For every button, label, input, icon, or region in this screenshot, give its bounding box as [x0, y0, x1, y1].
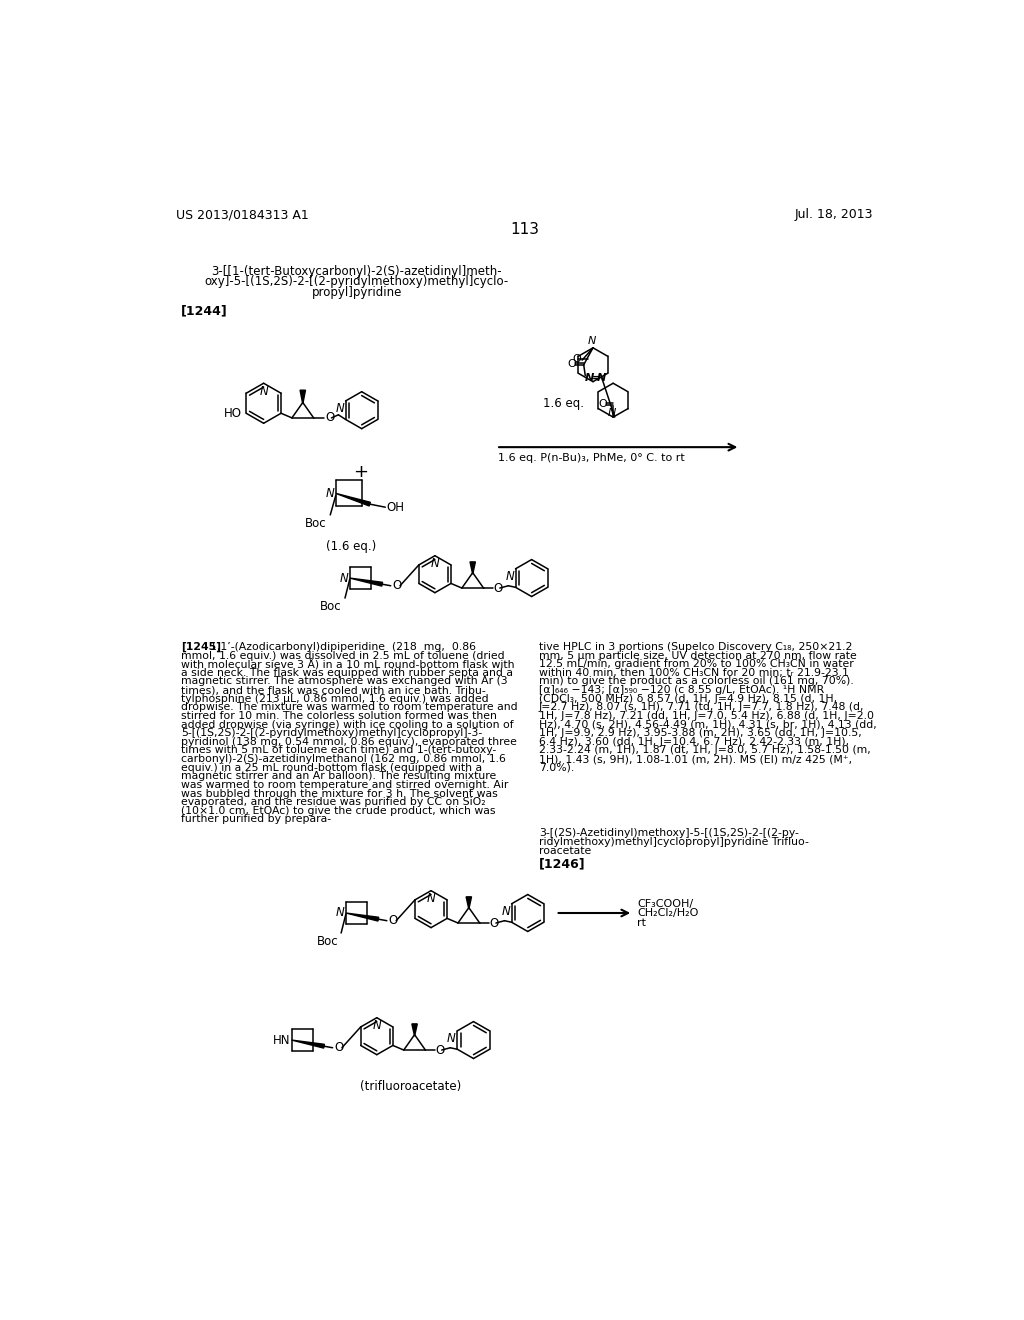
Text: 1H, J=7.8 Hz), 7.21 (dd, 1H, J=7.0, 5.4 Hz), 6.88 (d, 1H, J=2.0: 1H, J=7.8 Hz), 7.21 (dd, 1H, J=7.0, 5.4 …	[539, 711, 873, 721]
Text: [1245]: [1245]	[180, 642, 221, 652]
Text: CF₃COOH/: CF₃COOH/	[637, 899, 693, 909]
Text: mmol, 1.6 equiv.) was dissolved in 2.5 mL of toluene (dried: mmol, 1.6 equiv.) was dissolved in 2.5 m…	[180, 651, 505, 660]
Text: 1.6 eq.: 1.6 eq.	[543, 397, 584, 411]
Text: dropwise. The mixture was warmed to room temperature and: dropwise. The mixture was warmed to room…	[180, 702, 517, 713]
Text: 2.33-2.24 (m, 1H), 1.87 (dt, 1H, J=8.0, 5.7 Hz), 1.58-1.50 (m,: 2.33-2.24 (m, 1H), 1.87 (dt, 1H, J=8.0, …	[539, 746, 870, 755]
Text: N: N	[373, 1019, 381, 1032]
Text: (10×1.0 cm, EtOAc) to give the crude product, which was: (10×1.0 cm, EtOAc) to give the crude pro…	[180, 805, 496, 816]
Text: [1244]: [1244]	[180, 305, 227, 318]
Text: N: N	[607, 408, 615, 418]
Text: magnetic stirrer. The atmosphere was exchanged with Ar (3: magnetic stirrer. The atmosphere was exc…	[180, 676, 507, 686]
Text: O: O	[599, 399, 607, 409]
Text: CH₂Cl₂/H₂O: CH₂Cl₂/H₂O	[637, 908, 698, 919]
Text: mm, 5 μm particle size, UV detection at 270 nm, flow rate: mm, 5 μm particle size, UV detection at …	[539, 651, 856, 660]
Text: O: O	[489, 916, 499, 929]
Polygon shape	[300, 391, 305, 404]
Text: O: O	[388, 915, 397, 927]
Text: tylphosphine (213 μL, 0.86 mmol, 1.6 equiv.) was added: tylphosphine (213 μL, 0.86 mmol, 1.6 equ…	[180, 694, 488, 704]
Text: [α]₆₄₆ −143; [α]₅₉₀ −120 (c 8.55 g/L, EtOAc). ¹H NMR: [α]₆₄₆ −143; [α]₅₉₀ −120 (c 8.55 g/L, Et…	[539, 685, 824, 696]
Text: Boc: Boc	[305, 517, 327, 531]
Polygon shape	[346, 913, 379, 921]
Text: O: O	[572, 354, 581, 364]
Polygon shape	[336, 494, 371, 506]
Text: J=2.7 Hz), 8.07 (s, 1H), 7.71 (td, 1H, J=7.7, 1.8 Hz), 7.48 (d,: J=2.7 Hz), 8.07 (s, 1H), 7.71 (td, 1H, J…	[539, 702, 864, 713]
Text: N: N	[259, 385, 268, 397]
Text: N: N	[597, 372, 606, 383]
Polygon shape	[412, 1024, 418, 1036]
Text: N: N	[336, 907, 344, 920]
Text: 1H, J=9.9, 2.9 Hz), 3.95-3.88 (m, 2H), 3.65 (dd, 1H, J=10.5,: 1H, J=9.9, 2.9 Hz), 3.95-3.88 (m, 2H), 3…	[539, 729, 861, 738]
Text: =: =	[592, 372, 601, 383]
Text: (trifluoroacetate): (trifluoroacetate)	[360, 1080, 462, 1093]
Text: US 2013/0184313 A1: US 2013/0184313 A1	[176, 209, 309, 222]
Text: added dropwise (via syringe) with ice cooling to a solution of: added dropwise (via syringe) with ice co…	[180, 719, 513, 730]
Text: a side neck. The flask was equipped with rubber septa and a: a side neck. The flask was equipped with…	[180, 668, 513, 678]
Text: roacetate: roacetate	[539, 846, 591, 855]
Text: N: N	[502, 906, 510, 919]
Text: within 40 min, then 100% CH₃CN for 20 min; tᵣ 21.9-23.1: within 40 min, then 100% CH₃CN for 20 mi…	[539, 668, 849, 678]
Text: 113: 113	[510, 222, 540, 236]
Text: 3-[(2S)-Azetidinyl)methoxy]-5-[(1S,2S)-2-[(2-py-: 3-[(2S)-Azetidinyl)methoxy]-5-[(1S,2S)-2…	[539, 829, 799, 838]
Text: N: N	[430, 557, 439, 570]
Text: propyl]pyridine: propyl]pyridine	[311, 286, 401, 300]
Text: N: N	[587, 335, 596, 346]
Text: Jul. 18, 2013: Jul. 18, 2013	[795, 209, 873, 222]
Text: O: O	[567, 359, 577, 370]
Text: Hz), 4.70 (s, 2H), 4.56-4.49 (m, 1H), 4.31 (s, br, 1H), 4.13 (dd,: Hz), 4.70 (s, 2H), 4.56-4.49 (m, 1H), 4.…	[539, 719, 877, 730]
Text: O: O	[334, 1041, 343, 1055]
Text: was warmed to room temperature and stirred overnight. Air: was warmed to room temperature and stirr…	[180, 780, 508, 789]
Text: N: N	[335, 403, 344, 416]
Text: O: O	[435, 1044, 444, 1056]
Text: HN: HN	[272, 1034, 290, 1047]
Text: N: N	[326, 487, 334, 500]
Polygon shape	[466, 896, 471, 909]
Text: 12.5 mL/min, gradient from 20% to 100% CH₃CN in water: 12.5 mL/min, gradient from 20% to 100% C…	[539, 659, 853, 669]
Text: min) to give the product as a colorless oil (161 mg, 70%).: min) to give the product as a colorless …	[539, 676, 853, 686]
Text: O: O	[392, 579, 401, 593]
Text: O: O	[326, 412, 335, 425]
Text: 1H), 1.43 (s, 9H), 1.08-1.01 (m, 2H). MS (EI) m/z 425 (M⁺,: 1H), 1.43 (s, 9H), 1.08-1.01 (m, 2H). MS…	[539, 754, 852, 764]
Text: O: O	[494, 582, 503, 594]
Text: magnetic stirrer and an Ar balloon). The resulting mixture: magnetic stirrer and an Ar balloon). The…	[180, 771, 496, 781]
Text: equiv.) in a 25 mL round-bottom flask (equipped with a: equiv.) in a 25 mL round-bottom flask (e…	[180, 763, 482, 772]
Text: rt: rt	[637, 917, 646, 928]
Polygon shape	[292, 1040, 325, 1048]
Text: Boc: Boc	[321, 599, 342, 612]
Text: N: N	[339, 572, 348, 585]
Text: evaporated, and the residue was purified by CC on SiO₂: evaporated, and the residue was purified…	[180, 797, 485, 808]
Text: Boc: Boc	[316, 935, 338, 948]
Text: N: N	[447, 1032, 456, 1045]
Text: N: N	[505, 570, 514, 583]
Text: pyridinol (138 mg, 0.54 mmol, 0.86 equiv.), evaporated three: pyridinol (138 mg, 0.54 mmol, 0.86 equiv…	[180, 737, 516, 747]
Text: further purified by prepara-: further purified by prepara-	[180, 814, 331, 825]
Text: HO: HO	[223, 407, 242, 420]
Text: 1.6 eq. P(n-Bu)₃, PhMe, 0° C. to rt: 1.6 eq. P(n-Bu)₃, PhMe, 0° C. to rt	[499, 453, 685, 462]
Text: OH: OH	[387, 500, 404, 513]
Text: 3-[[1-(tert-Butoxycarbonyl)-2(S)-azetidinyl]meth-: 3-[[1-(tert-Butoxycarbonyl)-2(S)-azetidi…	[211, 264, 502, 277]
Polygon shape	[470, 562, 475, 574]
Text: N: N	[427, 892, 435, 906]
Text: 6.4 Hz), 3.60 (dd, 1H, J=10.4, 6.7 Hz), 2.42-2.33 (m, 1H),: 6.4 Hz), 3.60 (dd, 1H, J=10.4, 6.7 Hz), …	[539, 737, 849, 747]
Text: [1246]: [1246]	[539, 857, 586, 870]
Text: N: N	[586, 372, 595, 383]
Text: ridylmethoxy)methyl]cyclopropyl]pyridine Trifluo-: ridylmethoxy)methyl]cyclopropyl]pyridine…	[539, 837, 809, 847]
Text: times), and the flask was cooled with an ice bath. Tribu-: times), and the flask was cooled with an…	[180, 685, 485, 696]
Text: (CDCl₃, 500 MHz) δ 8.57 (d, 1H, J=4.9 Hz), 8.15 (d, 1H,: (CDCl₃, 500 MHz) δ 8.57 (d, 1H, J=4.9 Hz…	[539, 694, 837, 704]
Text: was bubbled through the mixture for 3 h. The solvent was: was bubbled through the mixture for 3 h.…	[180, 788, 498, 799]
Text: times with 5 mL of toluene each time) and 1-(tert-butoxy-: times with 5 mL of toluene each time) an…	[180, 746, 496, 755]
Polygon shape	[349, 578, 383, 586]
Text: carbonyl)-2(S)-azetidinylmethanol (162 mg, 0.86 mmol, 1.6: carbonyl)-2(S)-azetidinylmethanol (162 m…	[180, 754, 506, 764]
Text: +: +	[353, 462, 368, 480]
Text: (1.6 eq.): (1.6 eq.)	[326, 540, 377, 553]
Text: 7.0%).: 7.0%).	[539, 763, 574, 772]
Text: 5-[(1S,2S)-2-[(2-pyridylmethoxy)methyl]cyclopropyl]-3-: 5-[(1S,2S)-2-[(2-pyridylmethoxy)methyl]c…	[180, 729, 482, 738]
Text: with molecular sieve 3 Å) in a 10 mL round-bottom flask with: with molecular sieve 3 Å) in a 10 mL rou…	[180, 659, 514, 671]
Text: 1,1’-(Azodicarbonyl)dipiperidine  (218  mg,  0.86: 1,1’-(Azodicarbonyl)dipiperidine (218 mg…	[210, 642, 476, 652]
Text: stirred for 10 min. The colorless solution formed was then: stirred for 10 min. The colorless soluti…	[180, 711, 497, 721]
Text: tive HPLC in 3 portions (Supelco Discovery C₁₈, 250×21.2: tive HPLC in 3 portions (Supelco Discove…	[539, 642, 852, 652]
Text: oxy]-5-[(1S,2S)-2-[(2-pyridylmethoxy)methyl]cyclo-: oxy]-5-[(1S,2S)-2-[(2-pyridylmethoxy)met…	[205, 276, 509, 289]
